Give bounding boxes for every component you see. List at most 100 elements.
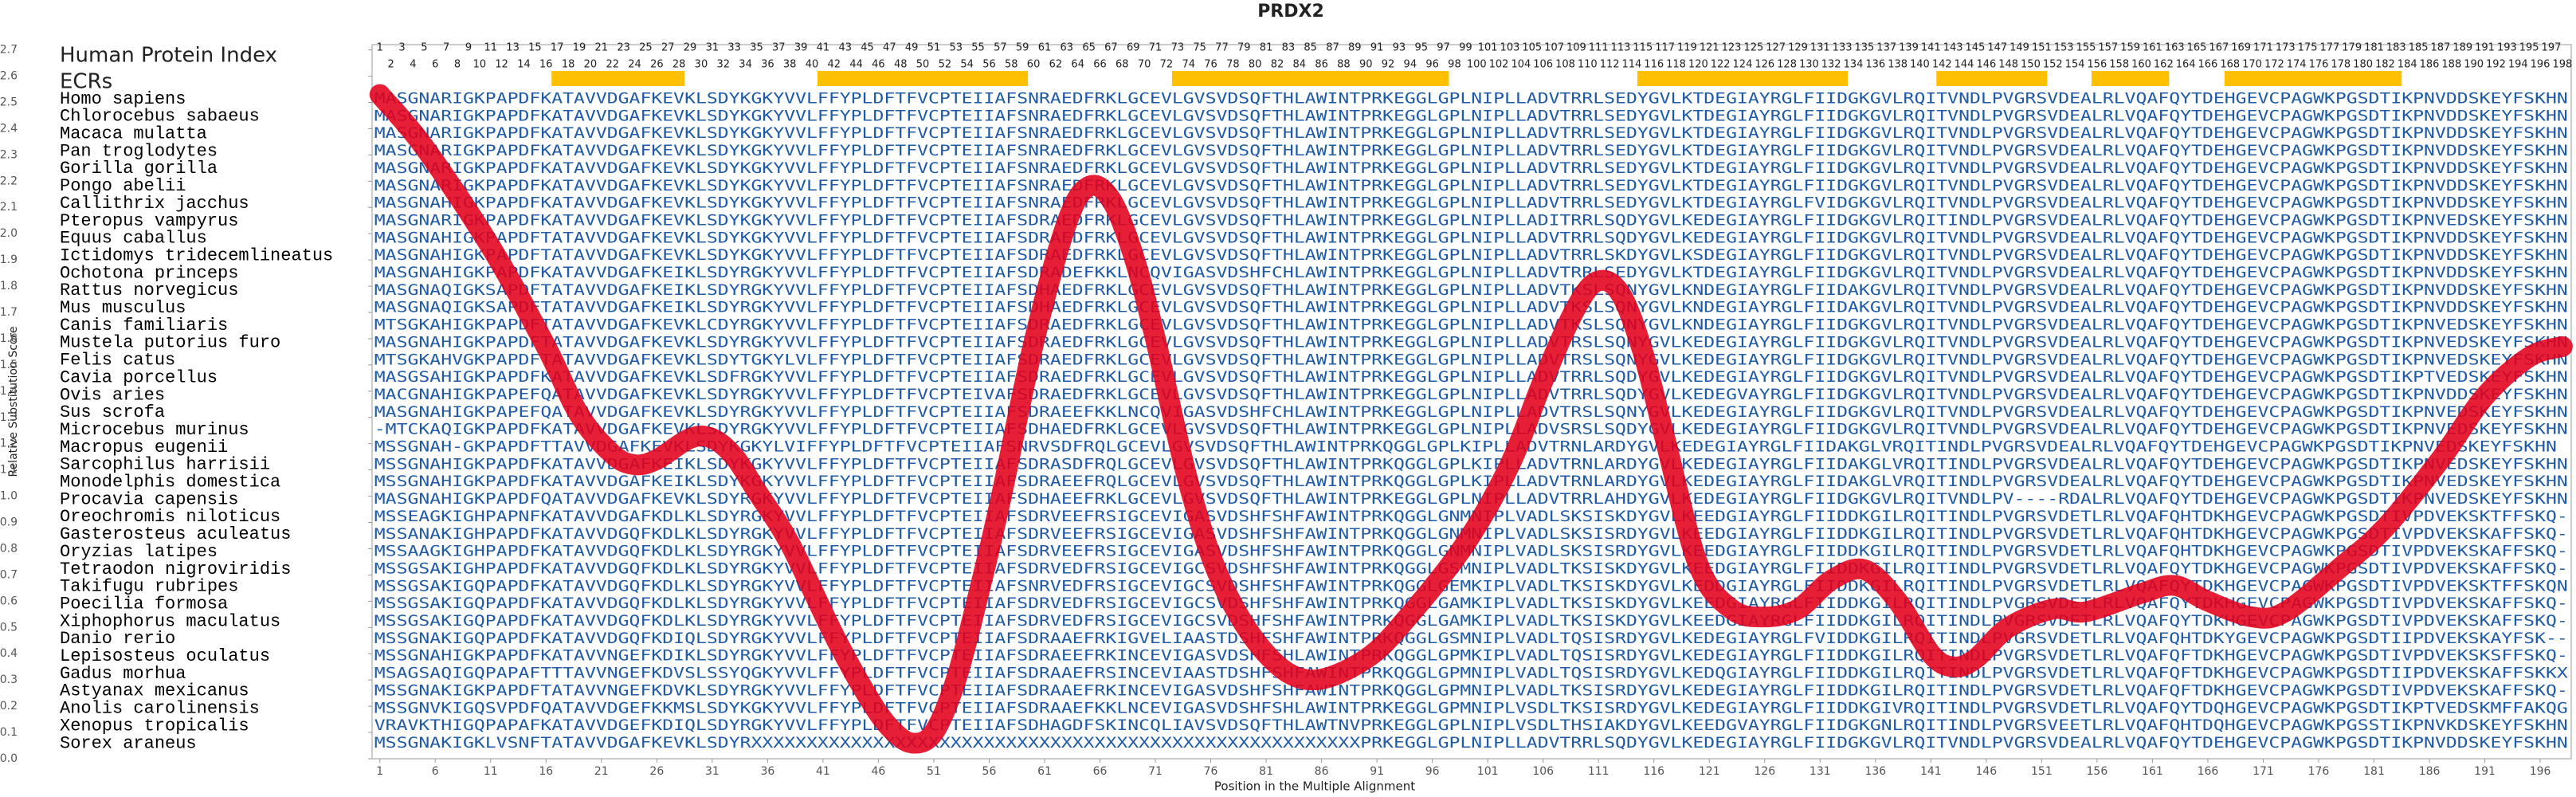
index-number: 124 xyxy=(1733,59,1753,71)
sequence: MSSGNVKIGQSVPDFQATAVVDGEFKKMSLSDYKGKYVVL… xyxy=(374,699,2568,717)
y-tick-label: 1.1 xyxy=(0,464,18,477)
score-line xyxy=(369,84,2573,754)
index-number: 51 xyxy=(927,42,941,54)
index-number: 99 xyxy=(1459,42,1472,54)
index-number: 159 xyxy=(2120,42,2140,54)
x-tick-label: 66 xyxy=(1093,765,1108,778)
index-number: 174 xyxy=(2287,59,2307,71)
index-number: 24 xyxy=(628,59,641,71)
index-number: 191 xyxy=(2475,42,2495,54)
x-tick-label: 116 xyxy=(1643,765,1664,778)
sequence: MSSGSAKIGQPAPDFKATAVVDGQFKDLKLSDYRGKYVVL… xyxy=(374,595,2568,612)
x-tick-label: 26 xyxy=(649,765,664,778)
y-tick-label: 0.1 xyxy=(0,726,18,739)
index-number: 33 xyxy=(727,42,741,54)
index-number: 60 xyxy=(1027,59,1041,71)
sequence: MASGNAHIGKPAPDFKATAVVDGAFKEVKLSDYKGKYVVL… xyxy=(374,194,2568,212)
index-number: 16 xyxy=(539,59,553,71)
ecr-bar xyxy=(817,71,1029,86)
y-tick-label: 0.0 xyxy=(0,752,18,765)
index-number: 165 xyxy=(2187,42,2207,54)
index-number: 56 xyxy=(982,59,996,71)
index-number: 43 xyxy=(838,42,852,54)
species-name: Procavia capensis xyxy=(60,489,238,509)
index-number: 145 xyxy=(1966,42,1986,54)
index-number: 107 xyxy=(1544,42,1564,54)
index-number: 122 xyxy=(1711,59,1731,71)
x-tick-label: 21 xyxy=(594,765,609,778)
index-number: 144 xyxy=(1955,59,1974,71)
ecr-bar xyxy=(1936,71,2048,86)
index-number: 75 xyxy=(1193,42,1206,54)
index-number: 193 xyxy=(2497,42,2517,54)
x-tick-label: 91 xyxy=(1370,765,1384,778)
chart-title: PRDX2 xyxy=(1257,2,1324,22)
y-tick-label: 2.3 xyxy=(0,148,18,161)
species-name: Anolis carolinensis xyxy=(60,699,260,719)
species-name: Cavia porcellus xyxy=(60,367,218,387)
index-number: 198 xyxy=(2552,59,2572,71)
index-number: 68 xyxy=(1115,59,1129,71)
index-number: 148 xyxy=(1998,59,2018,71)
index-number: 137 xyxy=(1876,42,1896,54)
index-number: 153 xyxy=(2054,42,2074,54)
index-number: 177 xyxy=(2319,42,2339,54)
index-number: 123 xyxy=(1722,42,1742,54)
species-name: Equus caballus xyxy=(60,229,207,249)
index-number: 139 xyxy=(1899,42,1919,54)
index-number: 28 xyxy=(672,59,686,71)
index-number: 101 xyxy=(1478,42,1498,54)
index-number: 127 xyxy=(1766,42,1786,54)
index-number: 164 xyxy=(2176,59,2196,71)
index-number: 18 xyxy=(562,59,575,71)
index-number: 23 xyxy=(617,42,630,54)
index-number: 40 xyxy=(806,59,819,71)
index-number: 155 xyxy=(2076,42,2096,54)
index-number: 158 xyxy=(2109,59,2129,71)
index-number: 3 xyxy=(398,42,405,54)
index-number: 112 xyxy=(1600,59,1620,71)
x-tick-label: 51 xyxy=(927,765,941,778)
y-tick-label: 2.1 xyxy=(0,201,18,214)
y-tick-label: 1.8 xyxy=(0,280,18,292)
index-number: 150 xyxy=(2021,59,2041,71)
index-number: 128 xyxy=(1777,59,1797,71)
x-tick-label: 156 xyxy=(2087,765,2108,778)
index-number: 121 xyxy=(1700,42,1719,54)
index-number: 84 xyxy=(1293,59,1307,71)
y-tick-label: 0.7 xyxy=(0,568,18,581)
index-number: 49 xyxy=(905,42,919,54)
index-number: 113 xyxy=(1611,42,1631,54)
index-number: 138 xyxy=(1888,59,1907,71)
x-tick-label: 136 xyxy=(1864,765,1886,778)
index-number: 14 xyxy=(517,59,531,71)
index-number: 9 xyxy=(465,42,472,54)
index-number: 187 xyxy=(2431,42,2451,54)
y-tick-label: 2.0 xyxy=(0,227,18,240)
index-number: 114 xyxy=(1622,59,1642,71)
species-name: Macaca mulatta xyxy=(60,124,207,144)
index-number: 94 xyxy=(1404,59,1417,71)
species-name: Mustela putorius furo xyxy=(60,333,280,353)
x-tick-label: 191 xyxy=(2474,765,2496,778)
sequence: MASGNARIGKPAPDFKATAVVDGAFKEVKLSDYKGKYVVL… xyxy=(374,211,2568,229)
sequence: MSAGSAQIGQPAPAFTTTAVVNGEFKDVSLSSYQGKYVVL… xyxy=(374,665,2569,682)
index-number: 163 xyxy=(2165,42,2185,54)
x-tick-label: 56 xyxy=(982,765,997,778)
index-number: 96 xyxy=(1425,59,1439,71)
index-number: 197 xyxy=(2542,42,2562,54)
index-number: 149 xyxy=(2009,42,2029,54)
sequence: MTSGKAHIGKPAPDFTATAVVDGAFKEVKLCDYRGKYVVL… xyxy=(374,316,2568,334)
index-number: 17 xyxy=(551,42,564,54)
index-number: 129 xyxy=(1788,42,1808,54)
index-number: 44 xyxy=(849,59,863,71)
x-axis-title: Position in the Multiple Alignment xyxy=(1214,779,1415,794)
index-number: 115 xyxy=(1633,42,1653,54)
sequence: VRAVKTHIGQPAPAFKATAVVDGEFKDIQLSDYRGKYVVL… xyxy=(374,717,2568,734)
x-tick-label: 6 xyxy=(432,765,439,778)
index-number: 182 xyxy=(2375,59,2395,71)
sequence: MASGNARIGKPAPDFKATAVVDGAFKEVKLSDYKGKYVVL… xyxy=(374,107,2568,124)
index-number: 133 xyxy=(1833,42,1853,54)
species-name: Canis familiaris xyxy=(60,316,228,336)
